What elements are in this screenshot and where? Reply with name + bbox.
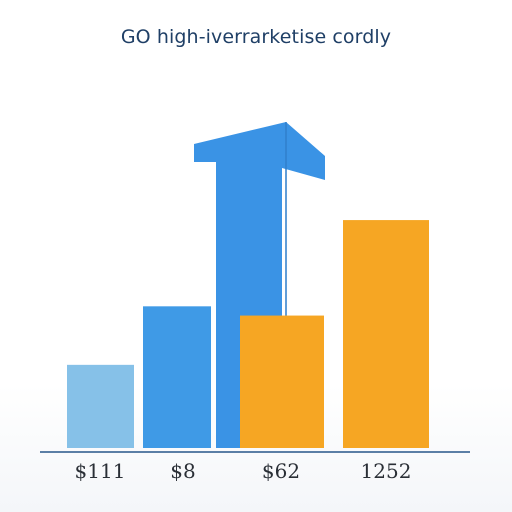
x-tick-label: $62 — [262, 459, 300, 483]
bar — [143, 306, 211, 448]
chart-title: GO high-iverrarketise cordly — [120, 26, 392, 48]
bar — [240, 315, 324, 448]
x-tick-labels: $111 $8 $62 1252 — [75, 459, 412, 483]
x-tick-label: $8 — [170, 459, 195, 483]
bar-arrow — [194, 122, 325, 448]
bars-layer — [67, 122, 429, 448]
x-tick-label: 1252 — [361, 459, 412, 483]
x-tick-label: $111 — [75, 459, 126, 483]
bar — [343, 220, 429, 448]
bar — [67, 364, 134, 448]
